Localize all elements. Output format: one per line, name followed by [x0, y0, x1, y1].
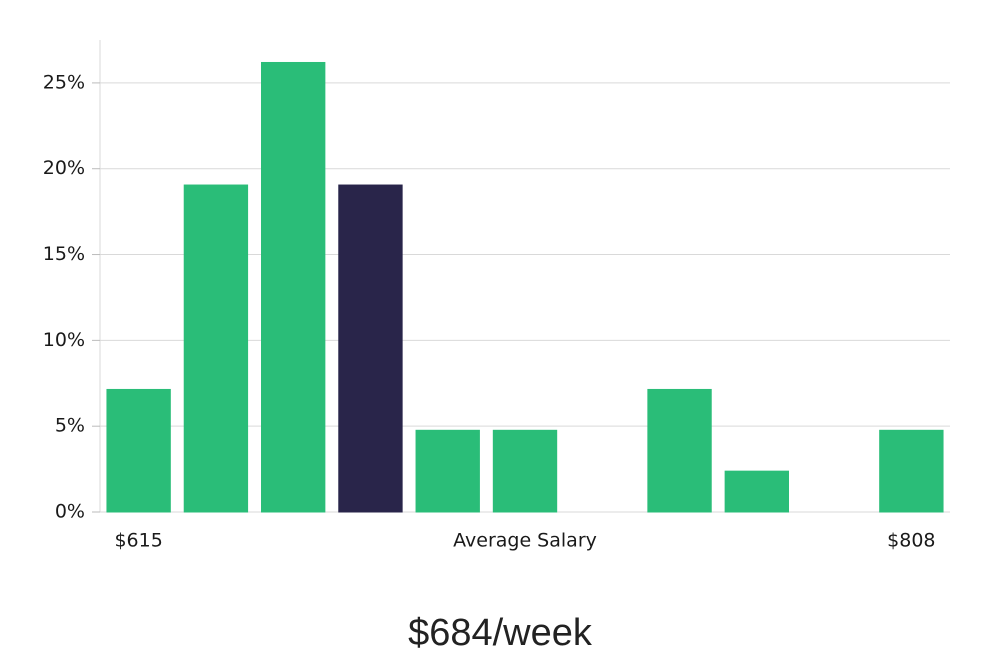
x-tick-label: $615: [114, 530, 162, 552]
bar: [647, 388, 712, 513]
y-tick-label: 20%: [43, 157, 85, 179]
bar: [338, 184, 403, 513]
y-tick-label: 0%: [55, 501, 85, 523]
footer-value: $684/week: [408, 612, 593, 654]
bar: [879, 429, 944, 513]
y-tick-label: 10%: [43, 329, 85, 351]
y-tick-label: 25%: [43, 71, 85, 93]
y-tick-label: 15%: [43, 243, 85, 265]
bar: [492, 429, 558, 513]
bar: [183, 184, 249, 513]
x-axis-label: Average Salary: [453, 530, 597, 552]
bar: [415, 429, 480, 513]
bar: [724, 470, 789, 513]
bar: [261, 61, 326, 513]
x-tick-label: $808: [887, 530, 935, 552]
bar: [106, 388, 171, 513]
y-tick-label: 5%: [55, 415, 85, 437]
